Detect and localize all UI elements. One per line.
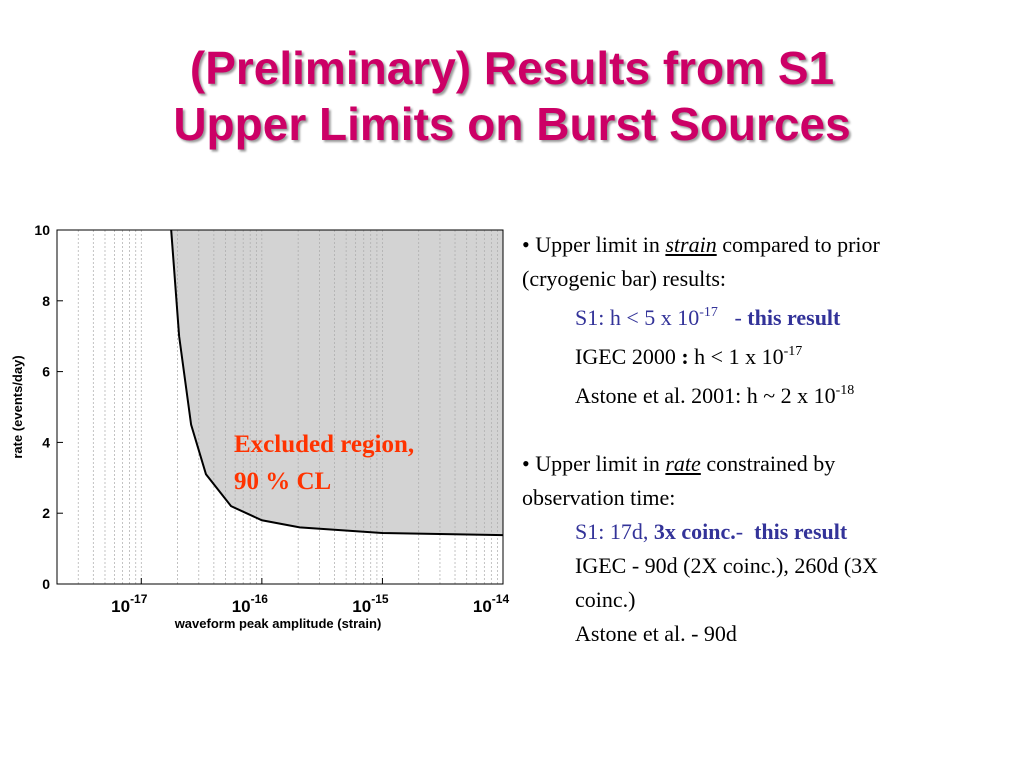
y-tick-label: 0 [42, 576, 50, 592]
note-line: IGEC - 90d (2X coinc.), 260d (3X [522, 549, 1022, 583]
x-tick-label: 10-15 [352, 592, 389, 616]
x-tick-exponent: -15 [371, 592, 389, 606]
note-line: • Upper limit in strain compared to prio… [522, 228, 1022, 262]
y-tick-label: 2 [42, 505, 50, 521]
text-run: constrained by [700, 451, 836, 476]
excluded-fill [171, 230, 504, 536]
text-run: -17 [783, 344, 803, 359]
plot-frame [56, 229, 504, 585]
text-run: (cryogenic bar) results: [522, 266, 727, 291]
annotation: 90 % CL [234, 468, 331, 495]
x-tick-base: 10 [352, 597, 371, 616]
text-run: 3x coinc. [653, 519, 736, 544]
x-tick-exponent: -14 [492, 592, 510, 606]
y-tick-label: 8 [42, 293, 50, 309]
y-axis-label: rate (events/day) [10, 355, 25, 458]
text-run: compared to prior [716, 232, 880, 257]
notes: • Upper limit in strain compared to prio… [522, 228, 1022, 685]
x-tick-exponent: -17 [130, 592, 148, 606]
text-run: S1: 17d, [575, 519, 654, 544]
text-run: this result [754, 519, 848, 544]
text-run: Astone et al. - 90d [575, 621, 737, 646]
x-tick-label: 10-16 [232, 592, 269, 616]
title-line: Upper Limits on Burst Sources [173, 98, 851, 150]
text-run: h < 1 x 10 [688, 344, 784, 369]
paragraph: • Upper limit in rate constrained by obse… [522, 447, 1022, 651]
text-run: -17 [699, 305, 718, 320]
text-run: strain [665, 232, 717, 257]
x-tick-exponent: -16 [251, 592, 269, 606]
slide-title: (Preliminary) Results from S1 Upper Limit… [0, 40, 1024, 152]
x-tick-label: 10-17 [111, 592, 148, 616]
text-run: • Upper limit in [522, 232, 666, 257]
y-tick-label: 6 [42, 364, 50, 380]
text-run: : [681, 344, 689, 369]
note-line: coinc.) [522, 583, 1022, 617]
x-tick-base: 10 [232, 597, 251, 616]
note-line: Astone et al. 2001: h ~ 2 x 10-18 [522, 374, 1022, 413]
text-run: S1: h < 5 x 10 [575, 305, 700, 330]
note-line: IGEC 2000 : h < 1 x 10-17 [522, 335, 1022, 374]
x-axis-label: waveform peak amplitude (strain) [174, 616, 382, 631]
text-run: IGEC 2000 [575, 344, 682, 369]
text-run: -18 [835, 383, 855, 398]
text-run: - [717, 305, 748, 330]
note-line: (cryogenic bar) results: [522, 262, 1022, 296]
note-line: • Upper limit in rate constrained by [522, 447, 1022, 481]
text-run: IGEC - 90d (2X coinc.), 260d (3X [575, 553, 879, 578]
x-tick-base: 10 [111, 597, 130, 616]
title-line: (Preliminary) Results from S1 [189, 42, 835, 94]
text-run: coinc.) [575, 587, 636, 612]
note-line: S1: h < 5 x 10-17 - this result [522, 296, 1022, 335]
note-line: observation time: [522, 481, 1022, 515]
text-run: rate [665, 451, 701, 476]
text-run: this result [747, 305, 841, 330]
annotation: Excluded region, [234, 431, 414, 458]
text-run: Astone et al. 2001: h ~ 2 x 10 [575, 383, 836, 408]
y-tick-label: 4 [42, 434, 50, 450]
y-tick-label: 10 [34, 222, 50, 238]
note-line: S1: 17d, 3x coinc.- this result [522, 515, 1022, 549]
paragraph: • Upper limit in strain compared to prio… [522, 228, 1022, 413]
note-line: Astone et al. - 90d [522, 617, 1022, 651]
text-run: observation time: [522, 485, 676, 510]
text-run: - [735, 519, 755, 544]
x-tick-base: 10 [473, 597, 492, 616]
x-tick-label: 10-14 [473, 592, 510, 616]
limit-curve [170, 229, 504, 537]
text-run: • Upper limit in [522, 451, 666, 476]
